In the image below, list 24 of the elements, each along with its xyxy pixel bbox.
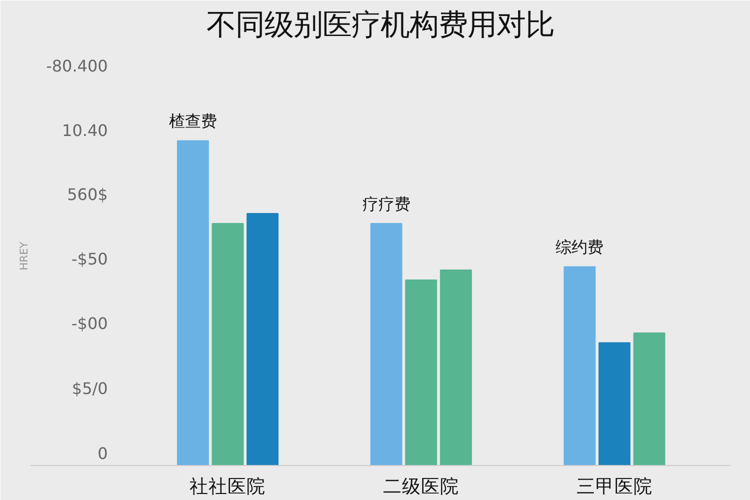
- bar: [633, 332, 666, 466]
- bar: [246, 212, 279, 466]
- bar: [212, 223, 244, 466]
- x-tick-label: 社社医院: [190, 476, 266, 498]
- annotation: -$00: [72, 314, 108, 334]
- annotation: $5/0: [72, 378, 108, 398]
- bar: [598, 342, 630, 466]
- text: -80.400: [46, 56, 108, 76]
- annotation: 560$: [67, 185, 108, 204]
- bar: [370, 223, 402, 466]
- bar: [564, 266, 596, 466]
- x-tick-label: 三甲医院: [576, 476, 652, 498]
- bar: [176, 140, 209, 466]
- text: 楂查费: [168, 112, 217, 131]
- chart-title: 不同级别医疗机构费用对比: [206, 8, 554, 42]
- bar: [405, 280, 438, 466]
- annotation: 0: [98, 444, 108, 463]
- annotation: -$50: [72, 250, 108, 269]
- annotation: 综约费: [556, 238, 604, 257]
- annotation: 疗疗费: [362, 194, 410, 214]
- bar: [440, 269, 472, 466]
- y-axis-title: HREY: [18, 241, 30, 270]
- x-tick-label: 二级医院: [383, 476, 460, 498]
- text: 10.40: [62, 120, 108, 140]
